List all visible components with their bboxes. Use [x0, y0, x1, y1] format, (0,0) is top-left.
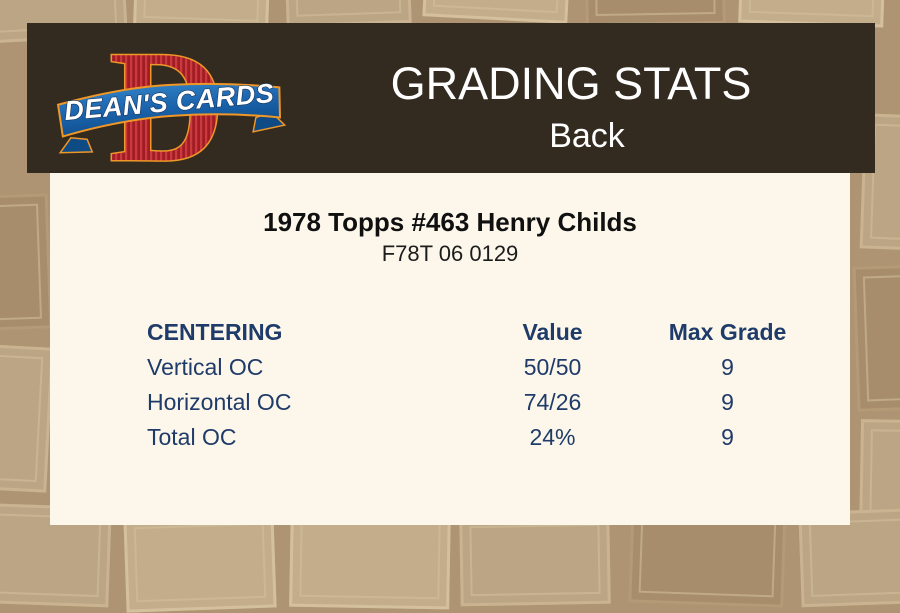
card-thumbnail [123, 512, 277, 613]
card-thumbnail [0, 342, 54, 493]
header-value: Value [522, 318, 583, 345]
row-label: Horizontal OC [147, 389, 292, 415]
page-title: GRADING STATS [390, 58, 752, 109]
card-thumbnail [852, 263, 900, 412]
card-serial-number: F78T 06 0129 [381, 241, 519, 266]
row-max-grade: 9 [721, 389, 734, 415]
header-bar: D DEAN'S CARDS GRADING STATS Back [27, 16, 875, 197]
card-thumbnail [459, 513, 611, 607]
table-row: Total OC 24% 9 [147, 420, 810, 455]
grading-stats-panel: 1978 Topps #463 Henry Childs F78T 06 012… [50, 173, 850, 525]
banner-left-fold [58, 136, 94, 154]
row-max-grade: 9 [721, 354, 734, 380]
row-value: 50/50 [523, 354, 582, 380]
deans-cards-logo[interactable]: D DEAN'S CARDS [55, 16, 287, 197]
header-centering: CENTERING [147, 318, 283, 345]
card-thumbnail [422, 0, 573, 24]
row-value: 74/26 [523, 389, 582, 415]
table-row: Vertical OC 50/50 9 [147, 350, 810, 385]
card-title: 1978 Topps #463 Henry Childs [263, 207, 637, 237]
row-max-grade: 9 [721, 424, 734, 450]
banner-ribbon [56, 82, 282, 138]
row-label: Total OC [147, 424, 237, 450]
row-value: 24% [529, 424, 576, 450]
grading-table: CENTERING Value Max Grade Vertical OC 50… [147, 314, 810, 455]
card-thumbnail [0, 193, 53, 332]
row-label: Vertical OC [147, 354, 264, 380]
header-max-grade: Max Grade [668, 318, 787, 345]
table-header-row: CENTERING Value Max Grade [147, 314, 810, 350]
table-row: Horizontal OC 74/26 9 [147, 385, 810, 420]
card-side-label: Back [549, 117, 625, 155]
